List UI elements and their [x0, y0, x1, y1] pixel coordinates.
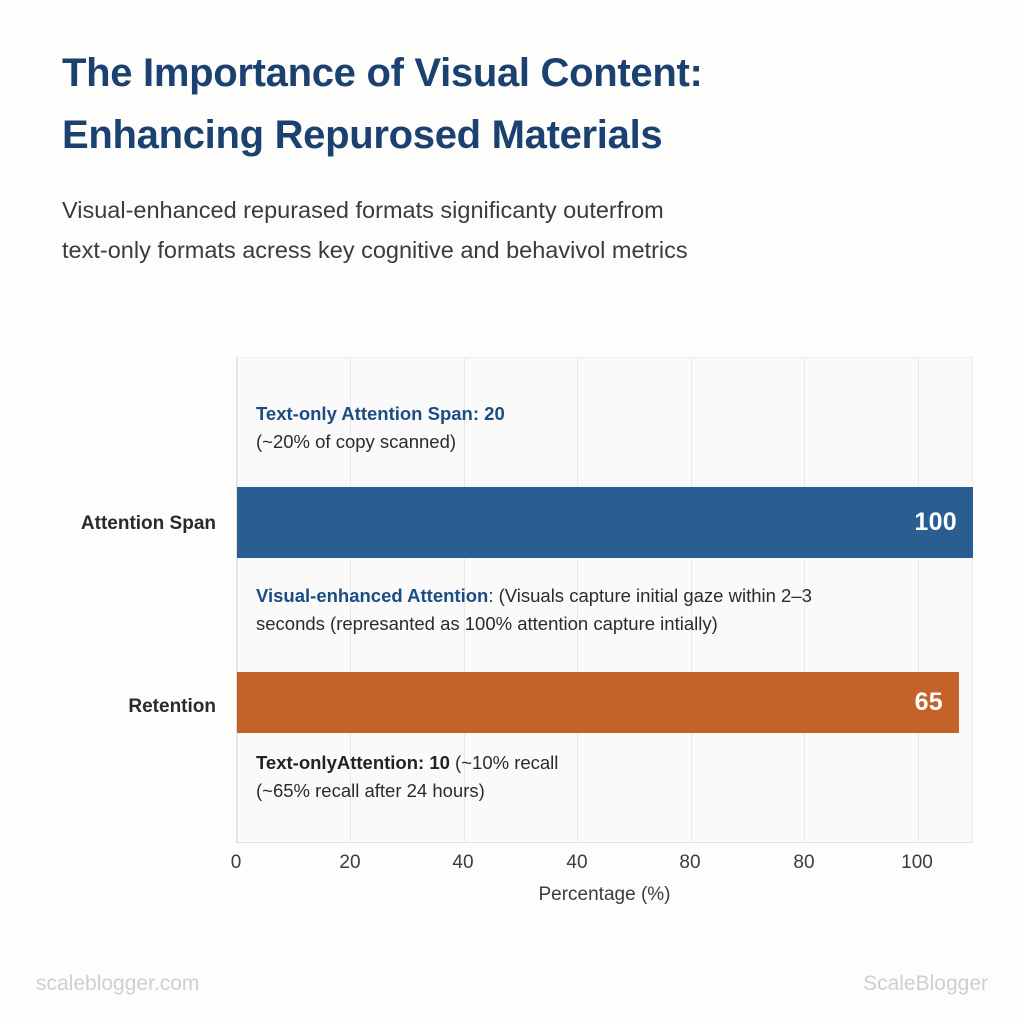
xtick-3: 40: [566, 852, 588, 873]
annotation-text-only-attention-span: Text-only Attention Span: 20 (~20% of co…: [256, 400, 505, 456]
bar-value-attention-span: 100: [914, 508, 957, 536]
gridline-0: [237, 358, 238, 842]
xtick-5: 80: [793, 852, 815, 873]
annotation-visual-enhanced-attention: Visual-enhanced Attention: (Visuals capt…: [256, 582, 812, 638]
annotation-3-strong: Text-onlyAttention: 10: [256, 752, 450, 773]
category-label-retention-text: Retention: [128, 696, 216, 717]
bar-attention-span[interactable]: 100: [237, 487, 973, 558]
annotation-2-strong: Visual-enhanced Attention: [256, 585, 489, 606]
xtick-4: 80: [679, 852, 701, 873]
x-axis-label: Percentage (%): [538, 884, 671, 905]
annotation-1-strong: Text-only Attention Span: 20: [256, 403, 505, 424]
plot-area: [236, 357, 973, 843]
gridline-1: [350, 358, 351, 842]
bar-retention[interactable]: 65: [237, 672, 959, 733]
gridline-3: [577, 358, 578, 842]
annotation-3-rest: (~10% recall: [449, 752, 559, 773]
xtick-1: 20: [339, 852, 361, 873]
xtick-0: 0: [230, 852, 242, 873]
page-subtitle: Visual-enhanced repurased formats signif…: [62, 197, 688, 264]
annotation-1-line2: (~20% of copy scanned): [256, 431, 457, 453]
category-label-retention: Retention: [0, 696, 216, 718]
xtick-2: 40: [452, 852, 474, 873]
category-label-attention-span: Attention Span: [0, 513, 216, 535]
annotation-text-only-attention-recall: Text-onlyAttention: 10 (~10% recall (~65…: [256, 749, 558, 805]
annotation-2-rest: : (Visuals capture initial gaze within 2…: [488, 585, 812, 606]
category-label-attention-span-text: Attention Span: [80, 513, 216, 534]
bar-value-retention: 65: [914, 688, 943, 716]
gridline-5: [804, 358, 805, 842]
footer-website[interactable]: scaleblogger.com: [36, 972, 200, 995]
footer-brand: ScaleBlogger: [863, 972, 988, 995]
gridline-4: [691, 358, 692, 842]
gridline-2: [464, 358, 465, 842]
gridline-6: [918, 358, 919, 842]
annotation-3-line2: (~65% recall after 24 hours): [256, 780, 485, 802]
annotation-2-line2: seconds (represanted as 100% attention c…: [256, 613, 718, 635]
page-title: The Importance of Visual Content: Enhanc…: [62, 51, 703, 157]
chart-header: The Importance of Visual Content: Enhanc…: [62, 42, 962, 271]
xtick-6: 100: [901, 852, 933, 873]
